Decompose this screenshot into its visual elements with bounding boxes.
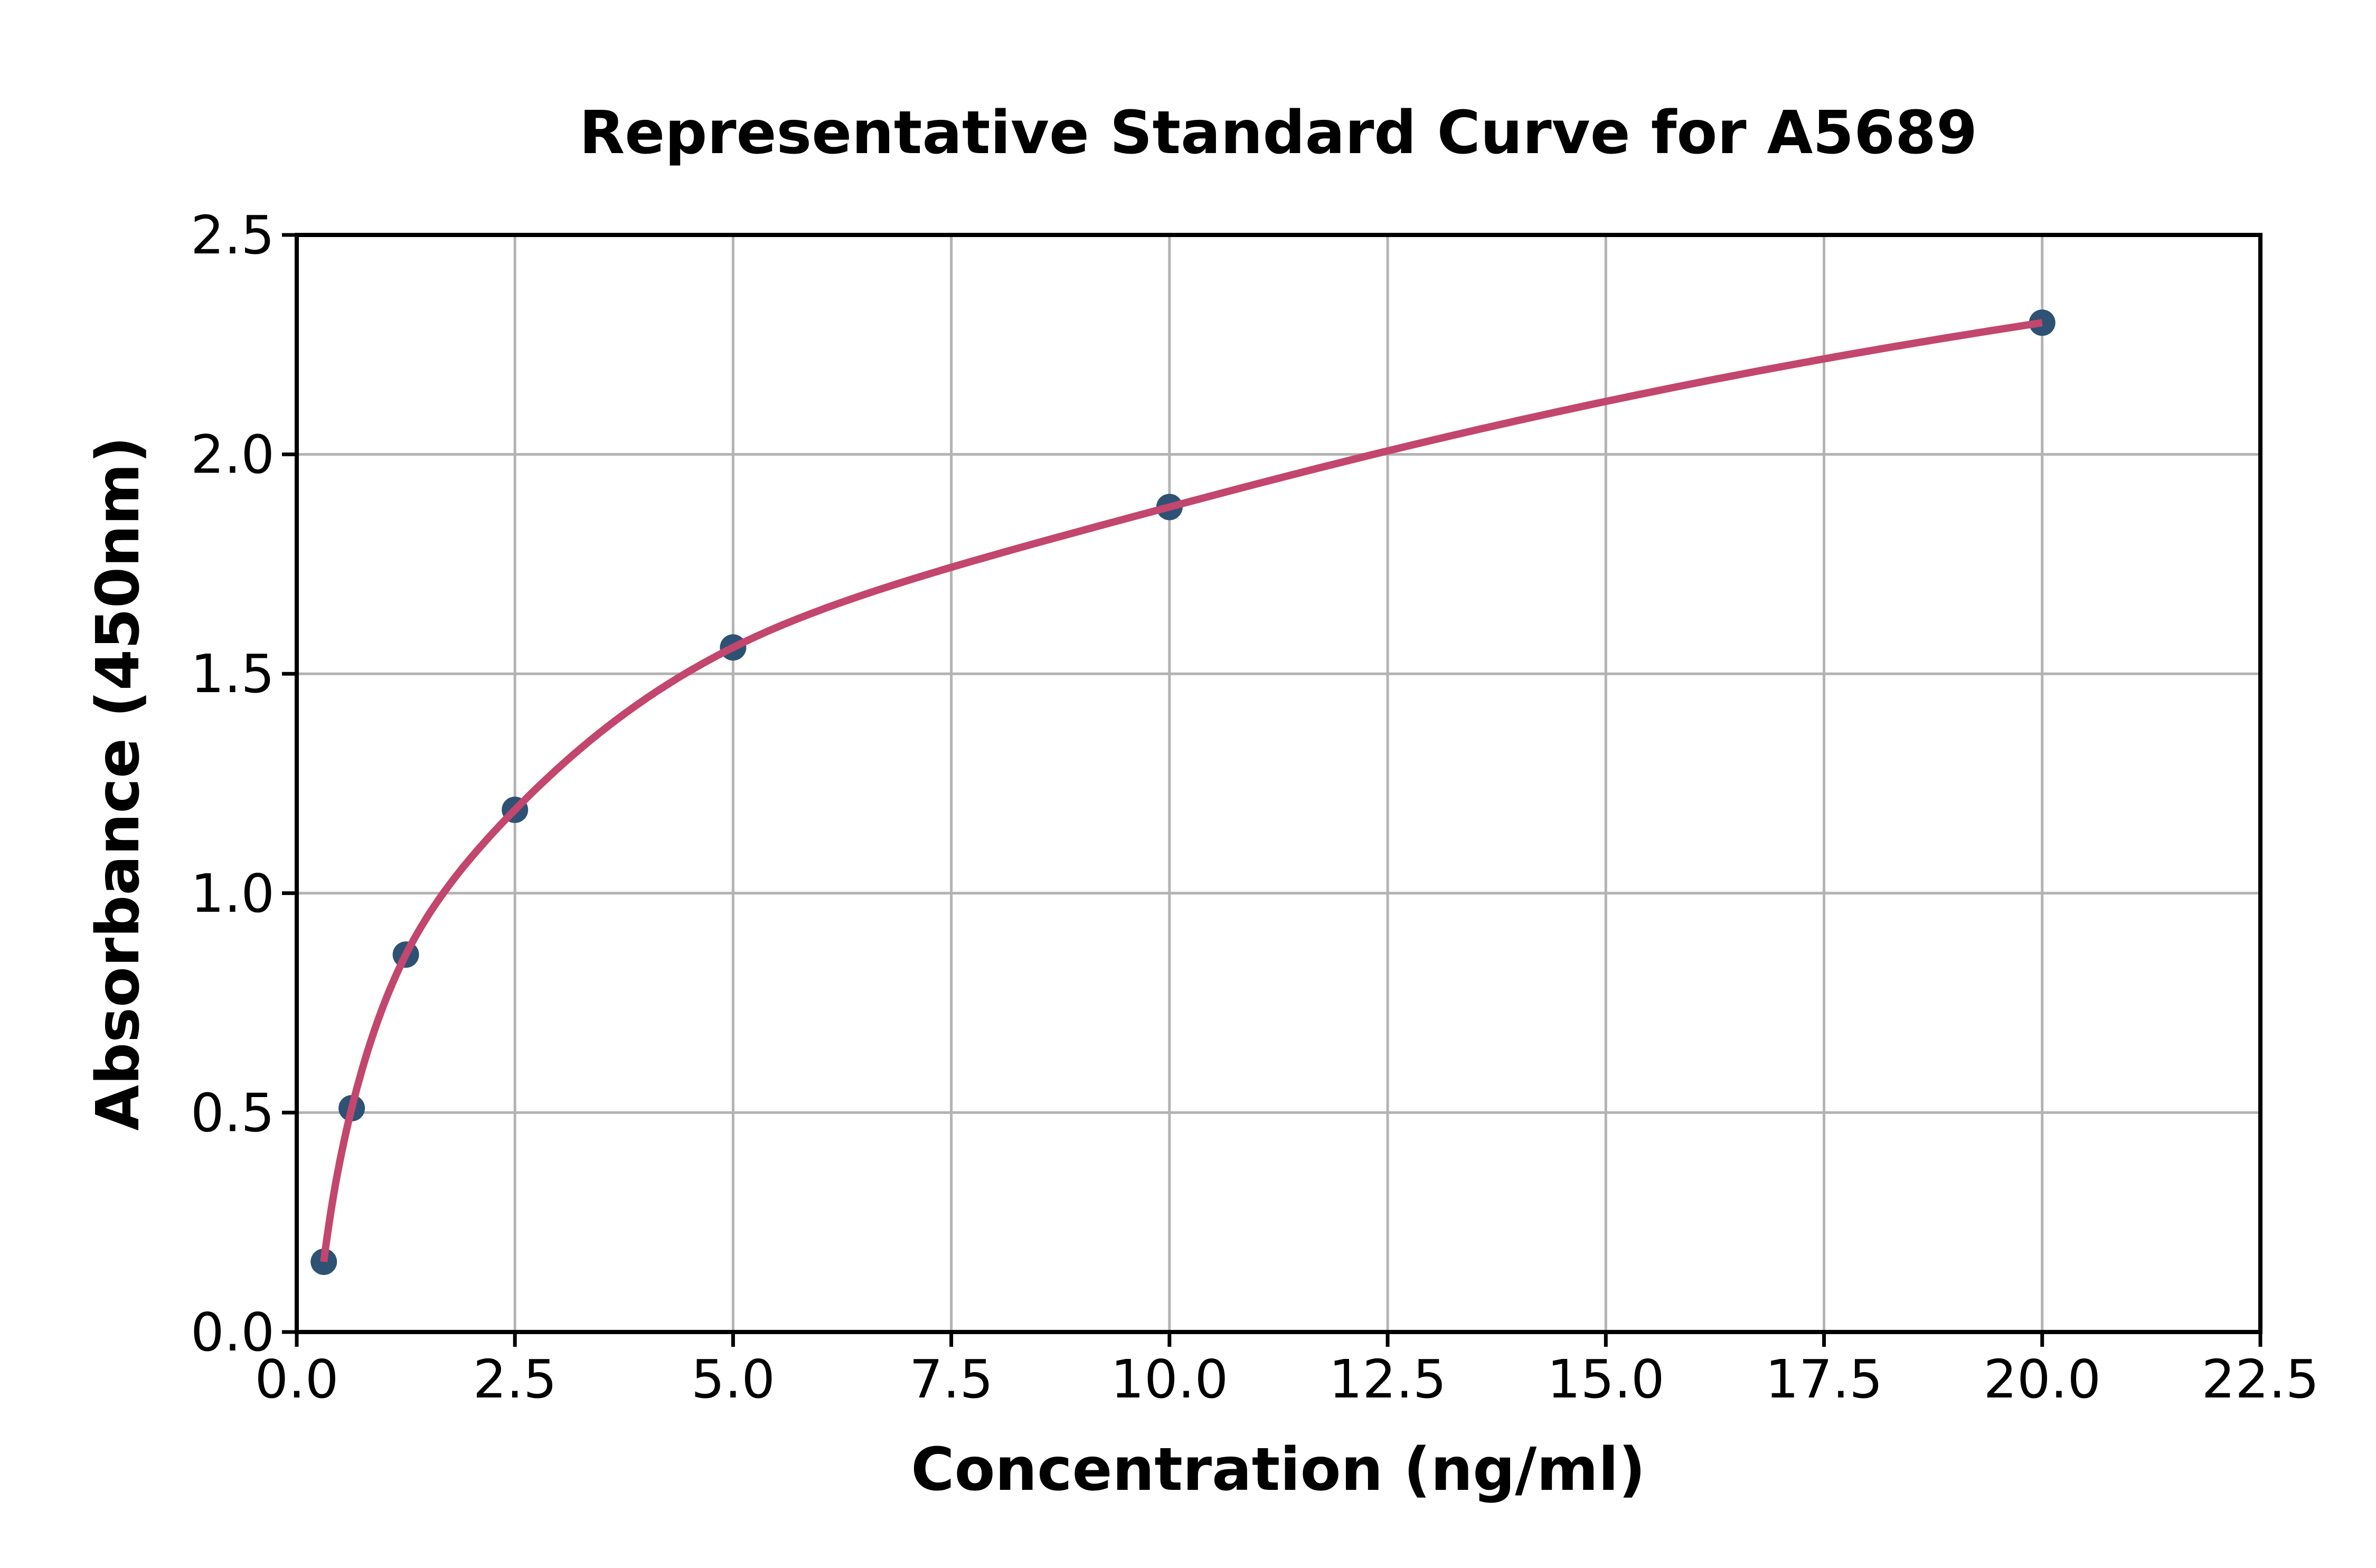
y-tick-label: 0.5 bbox=[191, 1082, 275, 1144]
x-tick-label: 12.5 bbox=[1329, 1348, 1447, 1410]
tick-labels: 0.0 2.5 5.0 7.5 10.0 12.5 15.0 17.5 20.0 22.5 0.0 0… bbox=[191, 204, 2319, 1410]
x-tick-label: 17.5 bbox=[1765, 1348, 1883, 1410]
fit-curve bbox=[320, 319, 2043, 1262]
y-tick-label: 1.5 bbox=[191, 643, 275, 705]
x-tick-label: 22.5 bbox=[2202, 1348, 2320, 1410]
y-tick-label: 2.0 bbox=[191, 424, 275, 486]
x-tick-label: 5.0 bbox=[691, 1348, 775, 1410]
plot-area bbox=[297, 235, 2260, 1332]
x-tick-label: 0.0 bbox=[254, 1348, 338, 1410]
axis-ticks bbox=[282, 233, 2262, 1347]
x-tick-label: 15.0 bbox=[1547, 1348, 1665, 1410]
x-tick-label: 7.5 bbox=[909, 1348, 993, 1410]
data-point bbox=[310, 1249, 337, 1276]
y-axis-label: Absorbance (450nm) bbox=[84, 436, 153, 1130]
plot-border bbox=[295, 233, 2262, 1334]
x-tick-label: 10.0 bbox=[1111, 1348, 1229, 1410]
chart-title: Representative Standard Curve for A5689 bbox=[579, 99, 1977, 167]
y-tick-label: 1.0 bbox=[191, 863, 275, 924]
y-tick-label: 2.5 bbox=[191, 204, 275, 266]
x-tick-label: 2.5 bbox=[473, 1348, 557, 1410]
y-tick-label: 0.0 bbox=[191, 1301, 275, 1363]
x-axis-label: Concentration (ng/ml) bbox=[911, 1435, 1645, 1504]
x-tick-label: 20.0 bbox=[1983, 1348, 2101, 1410]
